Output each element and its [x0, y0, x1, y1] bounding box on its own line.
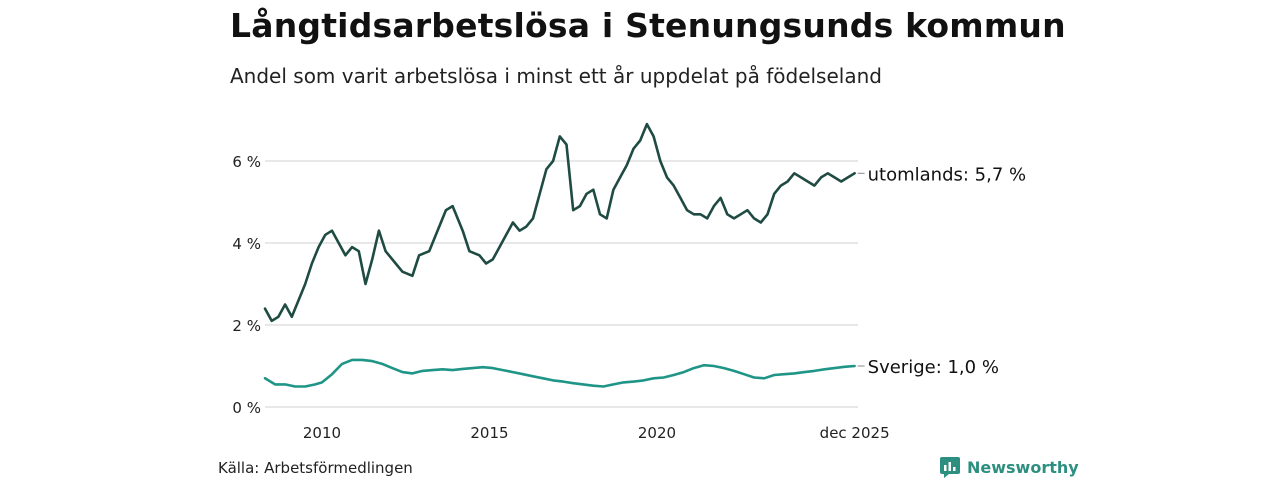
series-line-sverige — [263, 358, 856, 388]
series-layer — [263, 122, 856, 388]
y-tick-label: 6 % — [232, 153, 261, 171]
x-tick-label: 2020 — [638, 424, 676, 442]
brand-logo[interactable]: Newsworthy — [939, 456, 1079, 478]
brand-name: Newsworthy — [967, 457, 1079, 477]
chart-title: Långtidsarbetslösa i Stenungsunds kommun — [230, 6, 1066, 45]
y-tick-label: 4 % — [232, 235, 261, 253]
x-tick-label: 2010 — [303, 424, 341, 442]
source-note: Källa: Arbetsförmedlingen — [218, 459, 413, 477]
series-line-utomlands — [263, 122, 856, 323]
newsworthy-logo-icon — [940, 457, 960, 478]
x-tick-label: 2015 — [470, 424, 508, 442]
grid-layer — [265, 160, 858, 408]
label-layer: 0 % 2 % 4 % 6 % 2010 2015 2020 dec 2025 utomland… — [232, 153, 1026, 442]
series-end-label: Sverige: 1,0 % — [868, 357, 999, 378]
y-tick-label: 0 % — [232, 399, 261, 417]
y-tick-label: 2 % — [232, 317, 261, 335]
chart-subtitle: Andel som varit arbetslösa i minst ett å… — [230, 64, 882, 88]
series-end-label: utomlands: 5,7 % — [868, 164, 1026, 185]
x-tick-label: dec 2025 — [820, 424, 890, 442]
